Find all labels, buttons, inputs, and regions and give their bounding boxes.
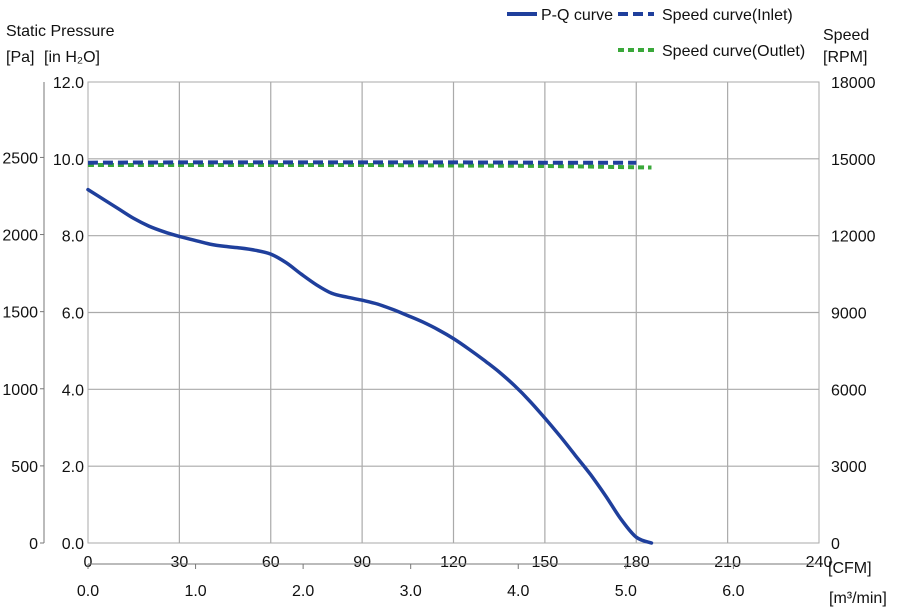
y-tick-rpm: 0 bbox=[831, 536, 840, 553]
x-tick-cfm: 150 bbox=[532, 554, 559, 571]
x-tick-cfm: 180 bbox=[623, 554, 650, 571]
x-tick-cfm: 120 bbox=[440, 554, 467, 571]
x-tick-cfm: 210 bbox=[714, 554, 741, 571]
speed-curve-outlet bbox=[88, 162, 652, 170]
y-tick-pa: 2000 bbox=[2, 228, 38, 245]
x-tick-cfm: 240 bbox=[806, 554, 833, 571]
y-tick-pa: 1000 bbox=[2, 382, 38, 399]
x-tick-m3: 6.0 bbox=[722, 583, 744, 600]
legend-label-outlet: Speed curve(Outlet) bbox=[662, 43, 805, 60]
y-tick-inh2o: 12.0 bbox=[53, 75, 84, 92]
legend-label-pq: P-Q curve bbox=[541, 7, 613, 24]
x-tick-cfm: 90 bbox=[353, 554, 371, 571]
y-tick-pa: 2500 bbox=[2, 150, 38, 167]
series bbox=[86, 160, 654, 545]
y-tick-inh2o: 8.0 bbox=[62, 229, 84, 246]
x-tick-m3: 4.0 bbox=[507, 583, 529, 600]
x-tick-cfm: 0 bbox=[84, 554, 93, 571]
y-tick-inh2o: 0.0 bbox=[62, 536, 84, 553]
y-tick-rpm: 9000 bbox=[831, 306, 867, 323]
y-tick-pa: 500 bbox=[11, 459, 38, 476]
x-tick-cfm: 60 bbox=[262, 554, 280, 571]
x-unit-cfm: [CFM] bbox=[828, 560, 872, 577]
ticks: 0 30 60 90 120 150 180 210 240 0.0 2.0 4.0 6.0 8.0 10.… bbox=[2, 75, 875, 600]
y-tick-pa: 1500 bbox=[2, 305, 38, 322]
right-axis-units: [RPM] bbox=[823, 49, 867, 66]
x-tick-cfm: 30 bbox=[170, 554, 188, 571]
grid bbox=[88, 82, 819, 543]
x-tick-m3: 3.0 bbox=[400, 583, 422, 600]
x-tick-m3: 0.0 bbox=[77, 583, 99, 600]
y-tick-inh2o: 4.0 bbox=[62, 382, 84, 399]
y-tick-inh2o: 10.0 bbox=[53, 152, 84, 169]
pq-curve bbox=[86, 187, 654, 545]
y-tick-rpm: 3000 bbox=[831, 459, 867, 476]
right-axis-title: Speed bbox=[823, 27, 869, 44]
x-tick-m3: 2.0 bbox=[292, 583, 314, 600]
legend: P-Q curve Speed curve(Inlet) Speed curve… bbox=[507, 7, 805, 60]
y-tick-rpm: 15000 bbox=[831, 152, 876, 169]
y-tick-rpm: 6000 bbox=[831, 382, 867, 399]
y-tick-rpm: 12000 bbox=[831, 229, 876, 246]
x-unit-m3: [m³/min] bbox=[829, 590, 887, 607]
y-tick-inh2o: 6.0 bbox=[62, 306, 84, 323]
left-axis-units-pa: [Pa] bbox=[6, 49, 34, 66]
y-tick-rpm: 18000 bbox=[831, 75, 876, 92]
x-tick-m3: 5.0 bbox=[615, 583, 637, 600]
legend-label-inlet: Speed curve(Inlet) bbox=[662, 7, 793, 24]
y-tick-inh2o: 2.0 bbox=[62, 459, 84, 476]
left-axis-units-inh2o: [in H₂O] bbox=[44, 49, 100, 66]
x-tick-m3: 1.0 bbox=[184, 583, 206, 600]
pa-axis bbox=[40, 82, 45, 544]
y-tick-pa: 0 bbox=[29, 536, 38, 553]
left-axis-title: Static Pressure bbox=[6, 23, 115, 40]
